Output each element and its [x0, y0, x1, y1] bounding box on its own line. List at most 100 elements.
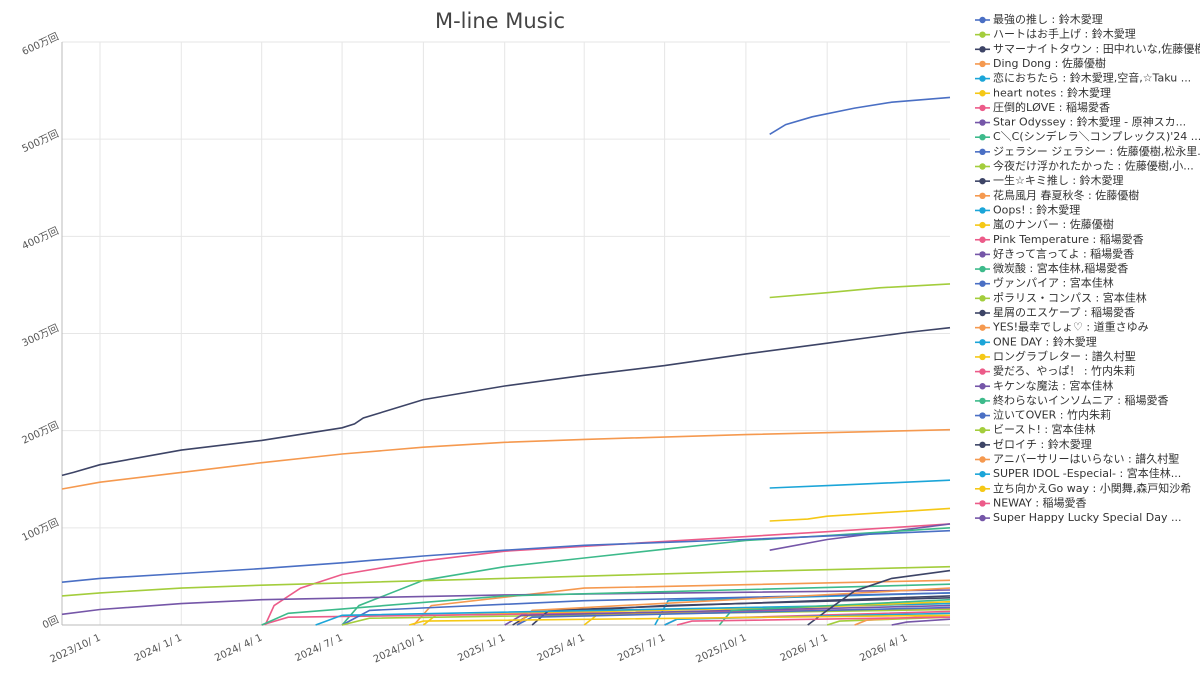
legend-label: C＼C(シンデレラ＼コンプレックス)'24 ... — [993, 129, 1200, 143]
x-tick-label: 2025/ 1/ 1 — [456, 632, 507, 664]
legend-label: 今夜だけ浮かれたかった : 佐藤優樹,小... — [993, 159, 1194, 173]
series-line — [769, 507, 951, 522]
legend-marker — [979, 383, 986, 390]
legend-label: ハートはお手上げ : 鈴木愛理 — [993, 27, 1136, 41]
legend-label: YES!最幸でしょ♡ : 道重さゆみ — [992, 320, 1149, 334]
legend-marker — [979, 456, 986, 463]
legend-marker — [979, 280, 986, 287]
legend-marker — [979, 207, 986, 214]
series-line — [769, 283, 951, 299]
x-tick-label: 2025/ 4/ 1 — [536, 632, 587, 664]
legend-label: ゼロイチ : 鈴木愛理 — [993, 437, 1092, 451]
legend-label: Star Odyssey : 鈴木愛理 - 原神スカ... — [993, 115, 1186, 129]
chart-title: M-line Music — [435, 9, 565, 33]
legend-label: 終わらないインソムニア : 稲場愛香 — [993, 393, 1168, 407]
legend-label: サマーナイトタウン : 田中れいな,佐藤優樹 — [993, 41, 1200, 55]
legend-marker — [979, 353, 986, 361]
y-tick-label: 100万回 — [20, 516, 61, 543]
series-line — [408, 614, 951, 626]
legend-label: Ding Dong : 佐藤優樹 — [993, 56, 1106, 70]
legend-marker — [979, 31, 986, 38]
legend-label: 星屑のエスケープ : 稲場愛香 — [993, 306, 1135, 319]
legend-marker — [979, 441, 986, 449]
legend-label: Oops! : 鈴木愛理 — [993, 202, 1080, 216]
series-line — [61, 428, 951, 490]
y-tick-label: 200万回 — [20, 419, 61, 446]
legend-label: heart notes : 鈴木愛理 — [993, 85, 1111, 99]
legend-label: NEWAY : 稲場愛香 — [993, 496, 1087, 509]
legend-marker — [979, 192, 986, 199]
y-tick-label: 400万回 — [20, 225, 61, 252]
legend-label: 好きって言ってよ : 稲場愛香 — [993, 246, 1134, 260]
legend-label: 泣いてOVER : 竹内朱莉 — [993, 408, 1111, 422]
legend-marker — [979, 324, 986, 331]
series-line — [504, 604, 951, 626]
legend-marker — [979, 16, 986, 24]
series-line — [807, 569, 951, 626]
series-line — [261, 583, 951, 626]
legend-marker — [979, 177, 986, 185]
series-line — [769, 479, 951, 489]
legend-marker — [979, 412, 986, 419]
legend-marker — [979, 163, 986, 170]
x-tick-label: 2026/ 4/ 1 — [858, 632, 909, 664]
legend-label: 花鳥風月 春夏秋冬 : 佐藤優樹 — [993, 188, 1139, 202]
legend-label: キケンな魔法 : 宮本佳林 — [993, 378, 1113, 392]
legend-marker — [979, 485, 986, 492]
legend-marker — [979, 104, 986, 112]
x-tick-label: 2024/ 4/ 1 — [213, 632, 264, 664]
series-line — [676, 616, 951, 626]
legend-label: 恋におちたら : 鈴木愛理,空音,☆Taku ... — [993, 71, 1191, 85]
x-tick-label: 2024/10/ 1 — [372, 632, 426, 665]
x-tick-label: 2025/10/ 1 — [694, 632, 748, 665]
legend-marker — [979, 46, 986, 53]
legend-label: アニバーサリーはいらない : 譜久村聖 — [993, 452, 1179, 466]
legend-marker — [979, 148, 986, 156]
legend-marker — [979, 514, 986, 522]
series-line — [769, 523, 951, 551]
y-tick-label: 500万回 — [20, 128, 61, 155]
legend-marker — [979, 295, 986, 302]
legend-label: 愛だろ、やっぱ！ : 竹内朱莉 — [993, 364, 1135, 378]
x-tick-label: 2024/ 1/ 1 — [133, 632, 184, 664]
legend-label: 一生☆キミ推し : 鈴木愛理 — [993, 173, 1124, 187]
legend-marker — [979, 470, 986, 478]
x-tick-label: 2026/ 1/ 1 — [779, 632, 830, 664]
legend-label: 嵐のナンバー : 佐藤優樹 — [993, 217, 1114, 231]
series-line — [769, 96, 951, 135]
legend-label: ジェラシー ジェラシー : 佐藤優樹,松永里... — [993, 144, 1200, 158]
legend-label: ONE DAY : 鈴木愛理 — [993, 334, 1097, 348]
series-line — [261, 607, 951, 626]
series-line — [341, 592, 951, 626]
x-tick-label: 2023/10/ 1 — [49, 632, 103, 665]
series-line — [61, 529, 951, 583]
legend-label: 微炭酸 : 宮本佳林,稲場愛香 — [993, 261, 1128, 275]
legend-label: ロングラブレター : 譜久村聖 — [993, 349, 1136, 363]
legend-label: Super Happy Lucky Special Day ... — [993, 511, 1181, 524]
legend-marker — [979, 397, 986, 405]
legend-marker — [979, 221, 986, 229]
x-tick-label: 2025/ 7/ 1 — [616, 632, 667, 664]
legend-marker — [979, 134, 986, 141]
legend-label: 立ち向かえGo way : 小関舞,森戸知沙希 — [993, 481, 1191, 495]
legend-label: SUPER IDOL -Especial- : 宮本佳林... — [993, 466, 1181, 480]
legend-marker — [979, 251, 986, 258]
legend-marker — [979, 90, 986, 97]
legend-label: 最強の推し : 鈴木愛理 — [993, 12, 1103, 26]
legend-label: Pink Temperature : 稲場愛香 — [993, 233, 1144, 246]
y-tick-label: 600万回 — [20, 31, 61, 58]
legend-label: ヴァンパイア : 宮本佳林 — [993, 276, 1114, 290]
legend-marker — [979, 60, 986, 68]
y-tick-label: 0回 — [41, 614, 61, 632]
series-line — [891, 618, 951, 626]
series-line — [664, 612, 951, 626]
legend-marker — [979, 427, 986, 434]
legend-label: ビースト! : 宮本佳林 — [993, 422, 1096, 436]
legend-label: 圧倒的LØVE : 稲場愛香 — [993, 100, 1110, 114]
legend-marker — [979, 368, 986, 375]
legend-marker — [979, 500, 986, 507]
legend-marker — [979, 236, 986, 243]
y-tick-label: 300万回 — [20, 322, 61, 349]
series-line — [61, 326, 951, 477]
